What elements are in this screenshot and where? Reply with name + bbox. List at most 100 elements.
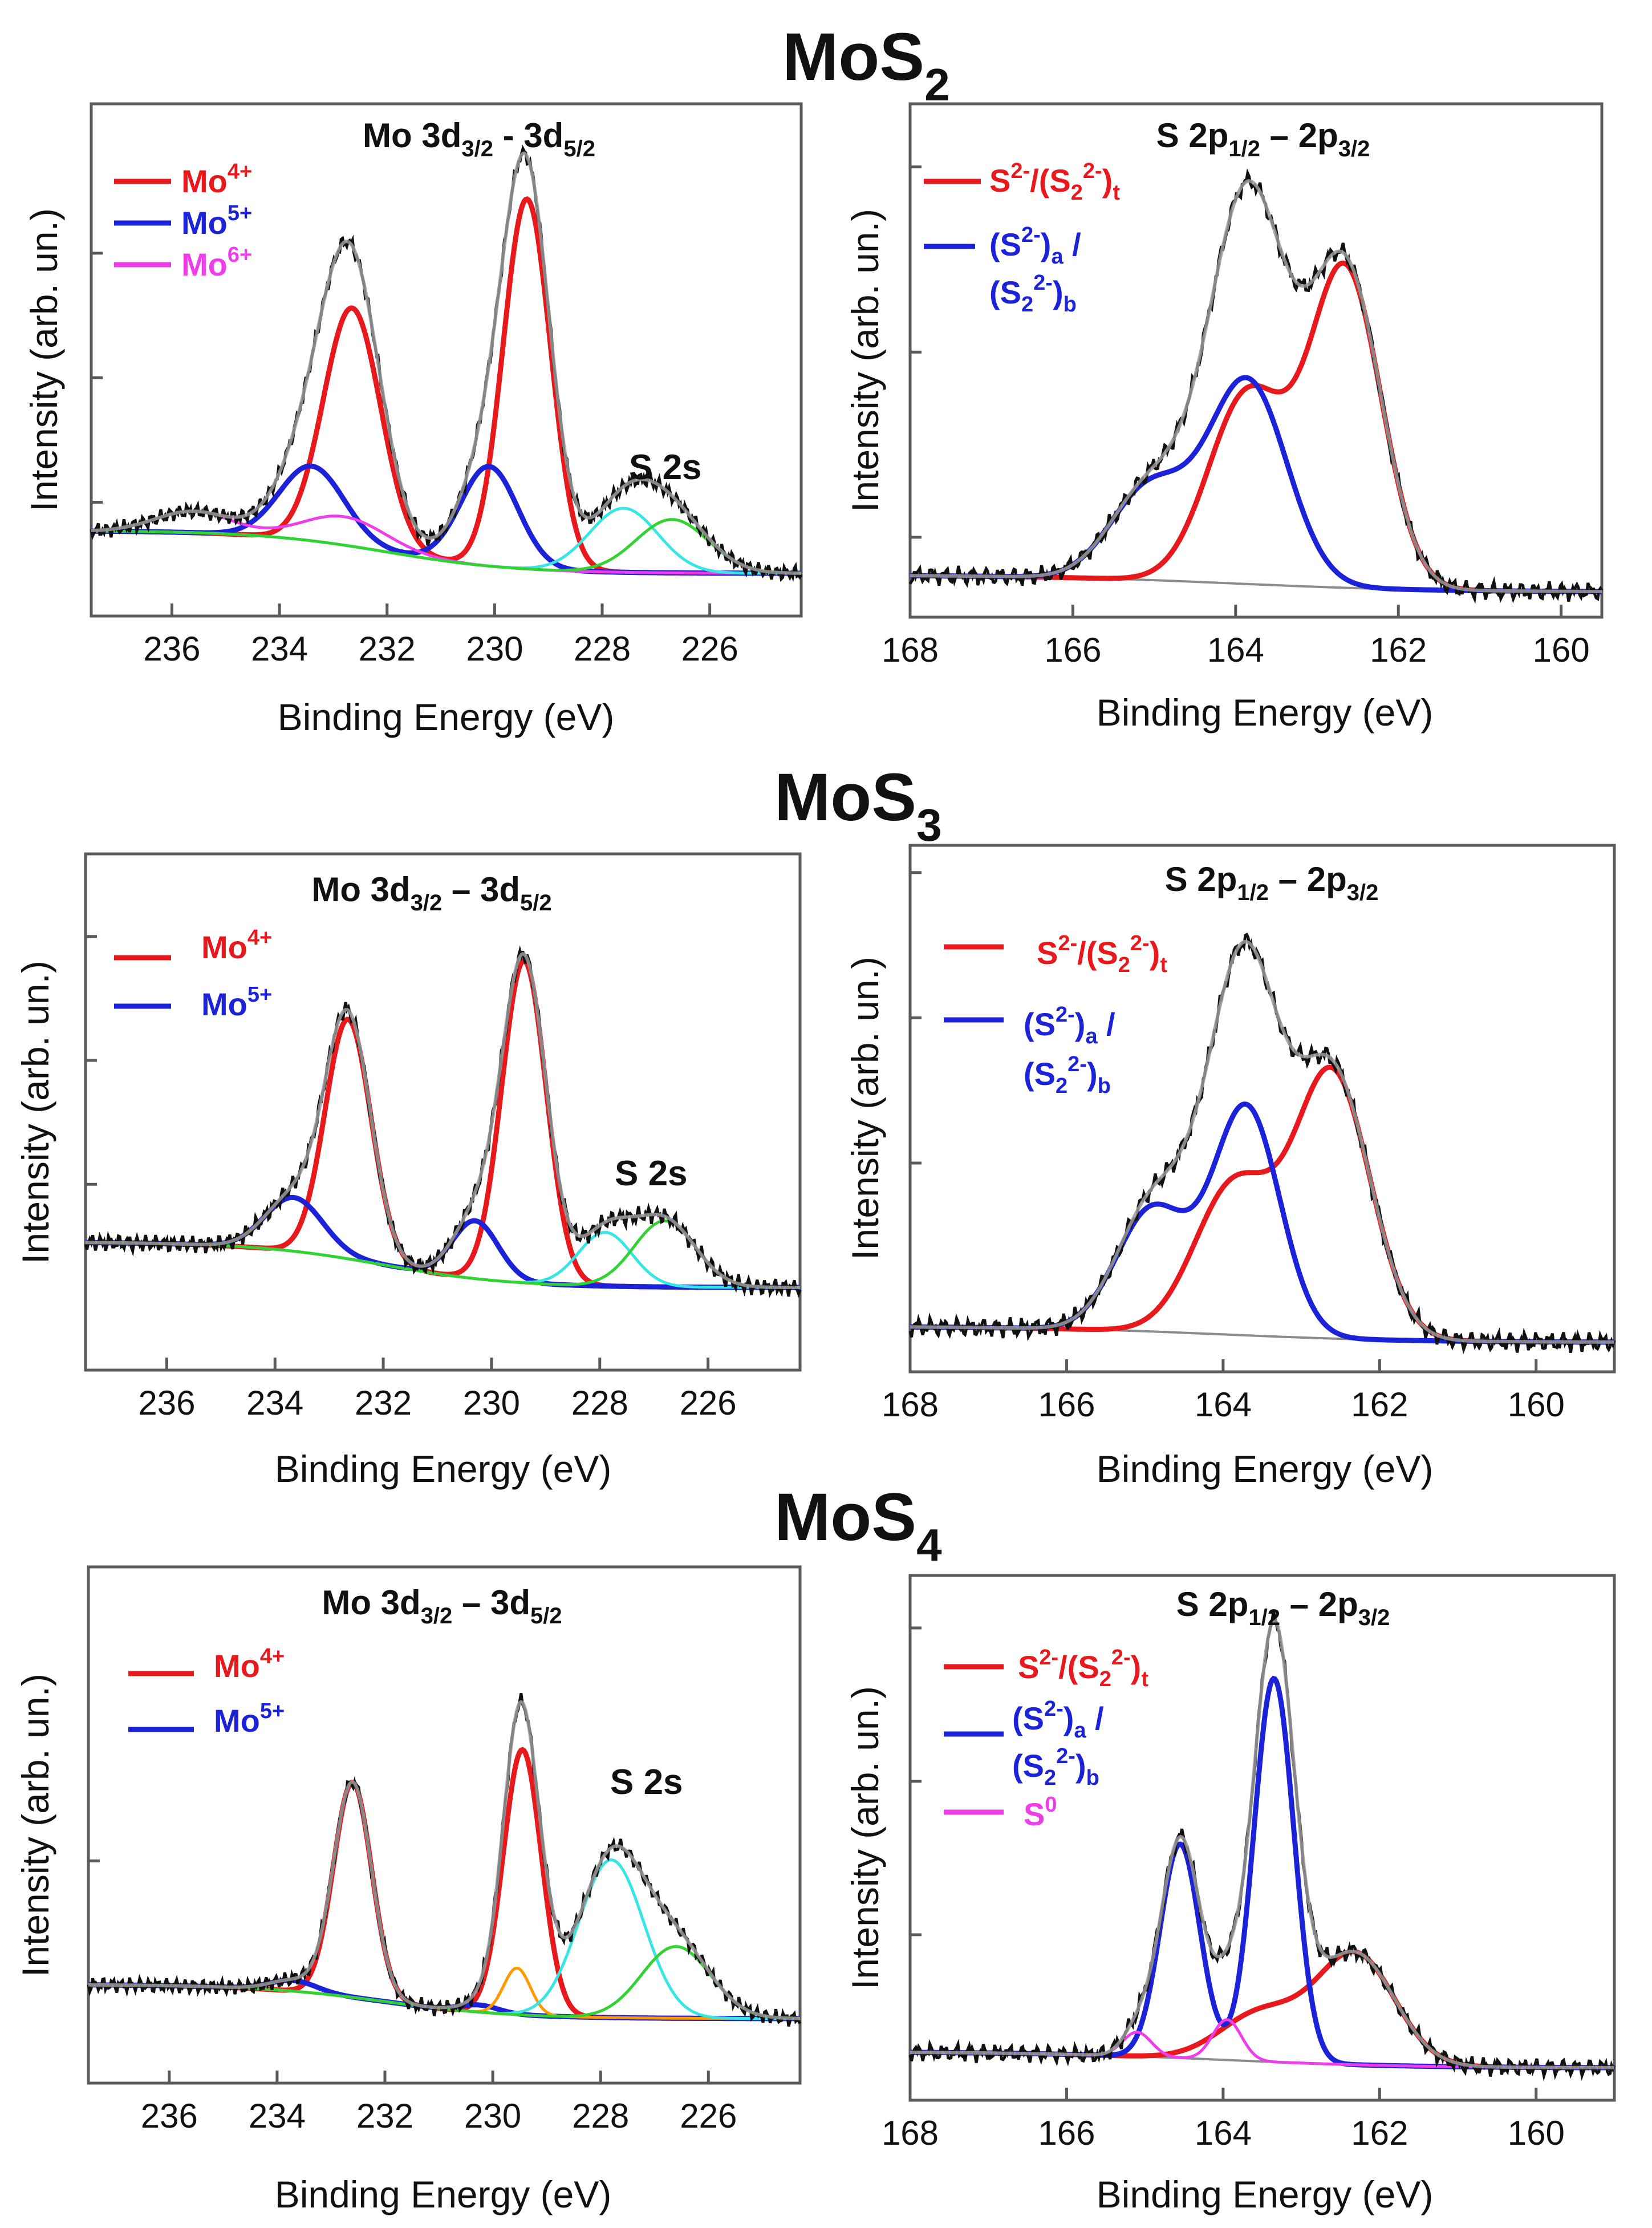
x-tick-label: 160: [1533, 631, 1590, 669]
x-tick-label: 232: [355, 1384, 412, 1422]
x-tick-label: 228: [572, 2097, 629, 2135]
experimental-data-line: [84, 945, 802, 1298]
x-tick-label: 234: [246, 1384, 303, 1422]
total-fit-line: [910, 939, 1615, 1344]
x-axis-label: Binding Energy (eV): [275, 2173, 612, 2215]
x-tick-label: 168: [882, 1386, 939, 1424]
panel-6-ticks: 168 166 164 162 160: [882, 1626, 1565, 2152]
total-fit-line: [86, 951, 800, 1290]
panel-3-curves: [84, 945, 802, 1298]
x-tick-label: 164: [1195, 1386, 1252, 1424]
total-fit-line: [910, 179, 1602, 594]
x-tick-label: 168: [882, 631, 939, 669]
x-axis-label: Binding Energy (eV): [1097, 2173, 1434, 2215]
x-tick-label: 166: [1038, 2114, 1095, 2152]
x-tick-label: 160: [1508, 2114, 1565, 2152]
panel-frame-2: [908, 102, 1604, 619]
x-tick-label: 232: [359, 630, 416, 668]
panel-3-ticks: 236 234 232 230 228 226: [86, 935, 737, 1422]
total-fit-line: [88, 1700, 800, 2020]
x-axis-label: Binding Energy (eV): [275, 1448, 612, 1490]
component-s2-s2-2-t-line: [910, 260, 1602, 594]
s2s-annotation: S 2s: [610, 1763, 683, 1802]
legend-label-mo5: Mo5+: [214, 1699, 285, 1739]
legend-label-mo5: Mo5+: [181, 201, 252, 241]
x-tick-label: 226: [680, 2097, 737, 2135]
experimental-data-line: [90, 144, 803, 582]
legend-label-mo4: Mo4+: [181, 160, 252, 199]
legend-label-st: S2-/(S22-)t: [1018, 1646, 1148, 1691]
legend-label-sab: (S2-)a /: [1012, 1697, 1104, 1743]
panel-frame-1: [90, 102, 803, 618]
panel-5-ticks: 236 234 232 230 228 226: [88, 1859, 737, 2135]
legend-label-mo4: Mo4+: [214, 1644, 285, 1684]
y-axis-label: Intensity (arb. un.): [844, 957, 886, 1260]
x-tick-label: 162: [1351, 1386, 1408, 1424]
panel-title: Mo 3d3/2 – 3d5/2: [322, 1583, 562, 1629]
legend-label-sab: (S2-)a /: [1024, 1003, 1115, 1048]
component-mo4--line: [88, 1747, 800, 2022]
x-tick-label: 230: [466, 630, 523, 668]
x-tick-label: 230: [464, 2097, 521, 2135]
panel-4-ticks: 168 166 164 162 160: [882, 871, 1565, 1424]
component-cyan-line: [88, 1858, 800, 2020]
legend-label-sab-line2: (S22-)b: [1024, 1052, 1111, 1098]
x-tick-label: 166: [1044, 631, 1101, 669]
component-green-line: [91, 518, 801, 575]
x-tick-label: 236: [143, 630, 200, 668]
x-tick-label: 162: [1351, 2114, 1408, 2152]
panel-frame-6: [908, 1574, 1616, 2102]
legend-label-sab-line2: (S22-)b: [1012, 1744, 1099, 1790]
x-axis-label: Binding Energy (eV): [278, 696, 615, 738]
x-axis-label: Binding Energy (eV): [1097, 691, 1434, 734]
legend-label-st: S2-/(S22-)t: [989, 159, 1120, 205]
x-tick-label: 230: [463, 1384, 520, 1422]
x-tick-label: 166: [1038, 1386, 1095, 1424]
total-fit-line: [910, 1618, 1615, 2069]
y-axis-label: Intensity (arb. un.): [23, 208, 65, 512]
y-axis-label: Intensity (arb. un.): [14, 961, 56, 1264]
experimental-data-line: [908, 168, 1604, 604]
panel-frame-4: [908, 844, 1616, 1374]
s2s-annotation: S 2s: [629, 448, 702, 487]
x-tick-label: 226: [680, 1384, 737, 1422]
panel-title: Mo 3d3/2 - 3d5/2: [363, 116, 595, 161]
legend-label-sab-line2: (S22-)b: [989, 271, 1077, 317]
x-tick-label: 232: [356, 2097, 413, 2135]
component--s2-a-s2-2-b-line: [910, 375, 1602, 594]
panel-1-curves: [90, 144, 803, 582]
panel-frame-3: [84, 852, 802, 1372]
x-tick-label: 162: [1370, 631, 1427, 669]
panel-1-ticks: 236 234 232 230 228 226: [91, 252, 738, 668]
legend: Mo4+ Mo5+: [114, 926, 272, 1022]
legend: S2-/(S22-)t (S2-)a / (S22-)b: [924, 159, 1120, 317]
panel-title: Mo 3d3/2 – 3d5/2: [311, 870, 551, 915]
y-axis-label: Intensity (arb. un.): [844, 1686, 886, 1990]
legend-label-mo6: Mo6+: [181, 243, 252, 282]
row-title-mos2: MoS2: [782, 19, 950, 110]
panel-6-curves: [908, 1610, 1616, 2081]
x-tick-label: 168: [882, 2114, 939, 2152]
panel-2-ticks: 168 166 164 162 160: [882, 165, 1590, 669]
row-title-mos4: MoS4: [774, 1480, 942, 1570]
panel-title: S 2p1/2 – 2p3/2: [1156, 116, 1370, 161]
experimental-data-line: [87, 1693, 802, 2027]
panel-frame-5: [87, 1565, 802, 2085]
panel-4-curves: [908, 932, 1616, 1355]
x-tick-label: 160: [1508, 1386, 1565, 1424]
legend-label-mo4: Mo4+: [201, 926, 272, 965]
row-title-mos3: MoS3: [774, 760, 942, 850]
legend: Mo4+ Mo5+: [128, 1644, 285, 1739]
x-tick-label: 164: [1195, 2114, 1252, 2152]
x-tick-label: 164: [1207, 631, 1264, 669]
component--s2-a-s2-2-b-line: [910, 1101, 1615, 1345]
y-axis-label: Intensity (arb. un.): [844, 209, 886, 512]
experimental-data-line: [908, 932, 1616, 1355]
legend: Mo4+ Mo5+ Mo6+: [114, 160, 252, 282]
panel-title: S 2p1/2 – 2p3/2: [1176, 1585, 1390, 1630]
x-tick-label: 234: [251, 630, 308, 668]
component-s2-s2-2-t-line: [910, 1064, 1615, 1345]
legend: S2-/(S22-)t (S2-)a / (S22-)b S0: [944, 1646, 1148, 1832]
legend-label-s0: S0: [1024, 1793, 1057, 1832]
